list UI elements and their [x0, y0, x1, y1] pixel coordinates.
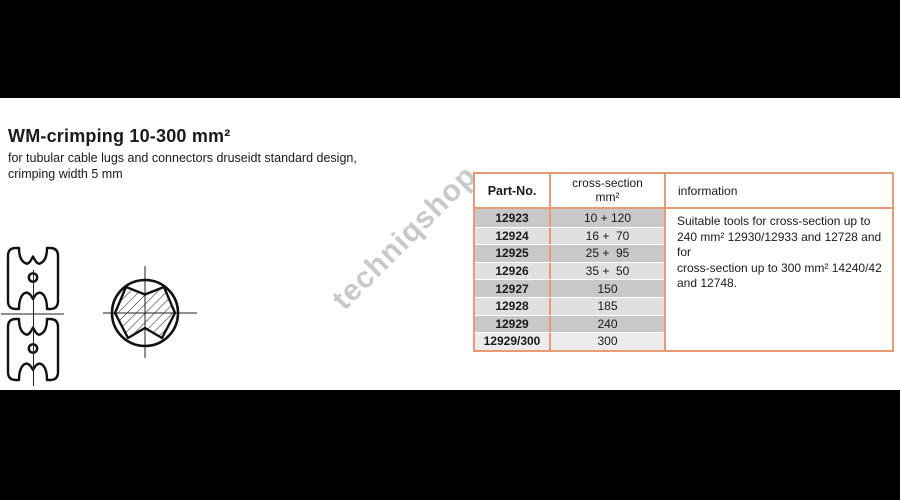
table-row: 12929 240	[475, 314, 664, 333]
table-body: 12923 10 + 120 12924 16 + 70 12925 25 + …	[475, 209, 892, 350]
bottom-letterbox-band	[0, 390, 900, 500]
cross-section-cell: 25 + 95	[585, 246, 630, 261]
table-rows: 12923 10 + 120 12924 16 + 70 12925 25 + …	[475, 209, 666, 350]
cross-section-cell: 150	[597, 281, 618, 296]
part-no-cell: 12927	[475, 280, 551, 297]
crimp-cross-section-drawing	[103, 266, 197, 358]
table-row: 12923 10 + 120	[475, 209, 664, 227]
header-part-no: Part-No.	[475, 174, 551, 207]
cross-section-cell: 240	[597, 316, 618, 331]
part-no-cell: 12929/300	[475, 333, 551, 350]
table-row: 12929/300 300	[475, 332, 664, 350]
part-no-cell: 12929	[475, 315, 551, 333]
technical-drawings	[1, 246, 197, 386]
watermark-text: techniqshop	[325, 159, 484, 317]
cross-section-cell: 300	[597, 334, 618, 349]
table-row: 12924 16 + 70	[475, 226, 664, 245]
cross-section-cell: 185	[597, 299, 618, 314]
information-line: and 12748.	[677, 276, 738, 290]
page-subtitle-line-1: for tubular cable lugs and connectors dr…	[8, 151, 357, 165]
part-no-cell: 12925	[475, 245, 551, 262]
page-title: WM-crimping 10-300 mm²	[8, 126, 231, 146]
information-cell: Suitable tools for cross-section up to 2…	[666, 209, 892, 350]
table-row: 12927 150	[475, 279, 664, 297]
table-row: 12926 35 + 50	[475, 261, 664, 280]
header-information: information	[678, 183, 738, 198]
information-line: 240 mm² 12930/12933 and 12728 and for	[677, 229, 882, 260]
header-cross-section: cross-section mm²	[551, 174, 666, 207]
part-no-cell: 12923	[475, 209, 551, 227]
page-subtitle-line-2: crimping width 5 mm	[8, 166, 123, 181]
information-line: cross-section up to 300 mm² 14240/42	[677, 260, 882, 275]
heading-block: WM-crimping 10-300 mm² for tubular cable…	[8, 126, 357, 182]
header-cross-section-line2: mm²	[595, 189, 620, 204]
part-no-cell: 12924	[475, 227, 551, 245]
spec-table: Part-No. cross-section mm² information 1…	[473, 172, 894, 352]
part-no-cell: 12926	[475, 262, 551, 280]
table-row: 12928 185	[475, 296, 664, 315]
crimping-die-pair-drawing	[1, 246, 64, 386]
table-header-row: Part-No. cross-section mm² information	[475, 174, 892, 209]
conductor-circle	[110, 278, 180, 348]
header-cross-section-line1: cross-section	[572, 176, 643, 190]
cross-section-cell: 10 + 120	[583, 210, 632, 225]
cross-section-cell: 16 + 70	[585, 228, 630, 243]
crimped-profile-hexagon	[113, 285, 177, 340]
table-row: 12925 25 + 95	[475, 244, 664, 262]
top-letterbox-band	[0, 0, 900, 98]
part-no-cell: 12928	[475, 297, 551, 315]
information-line: Suitable tools for cross-section up to	[677, 214, 871, 228]
cross-section-cell: 35 + 50	[585, 264, 630, 279]
